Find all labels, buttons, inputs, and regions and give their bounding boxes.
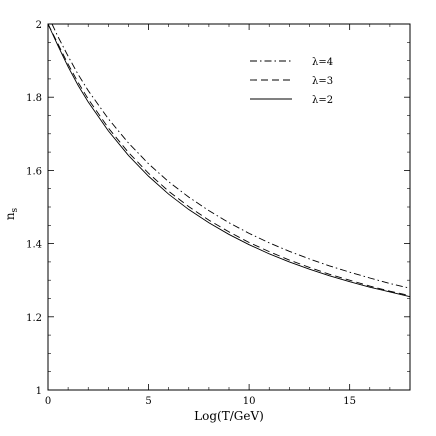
- y-tick-label: 1: [36, 386, 42, 397]
- y-tick-label: 1.2: [26, 313, 42, 324]
- x-tick-label: 0: [45, 396, 51, 407]
- legend-label: λ=4: [312, 57, 333, 68]
- legend-label: λ=2: [312, 95, 333, 106]
- series-line-1: [51, 23, 411, 289]
- x-tick-label: 15: [343, 396, 356, 407]
- series-lines: [47, 23, 411, 298]
- x-tick-label: 5: [145, 396, 151, 407]
- y-tick-label: 2: [36, 20, 42, 31]
- legend: λ=4 λ=3 λ=2: [250, 57, 333, 106]
- y-tick-label: 1.8: [26, 93, 42, 104]
- legend-label: λ=3: [312, 76, 333, 87]
- series-line-2: [47, 23, 411, 297]
- x-axis-label: Log(T/GeV): [194, 409, 264, 423]
- y-axis-label-group: ns: [3, 207, 20, 220]
- tick-labels: 0 5 10 15 1 1.2 1.4 1.6 1.8 2: [26, 20, 356, 407]
- plot-frame: [47, 23, 411, 391]
- axis-ticks: [47, 23, 411, 391]
- y-axis-label: n: [3, 212, 17, 220]
- y-tick-label: 1.4: [26, 240, 42, 251]
- x-tick-label: 10: [243, 396, 256, 407]
- series-line-3: [47, 23, 411, 298]
- svg-text:ns: ns: [3, 207, 20, 220]
- y-axis-label-subscript: s: [10, 207, 20, 212]
- y-tick-label: 1.6: [26, 166, 42, 177]
